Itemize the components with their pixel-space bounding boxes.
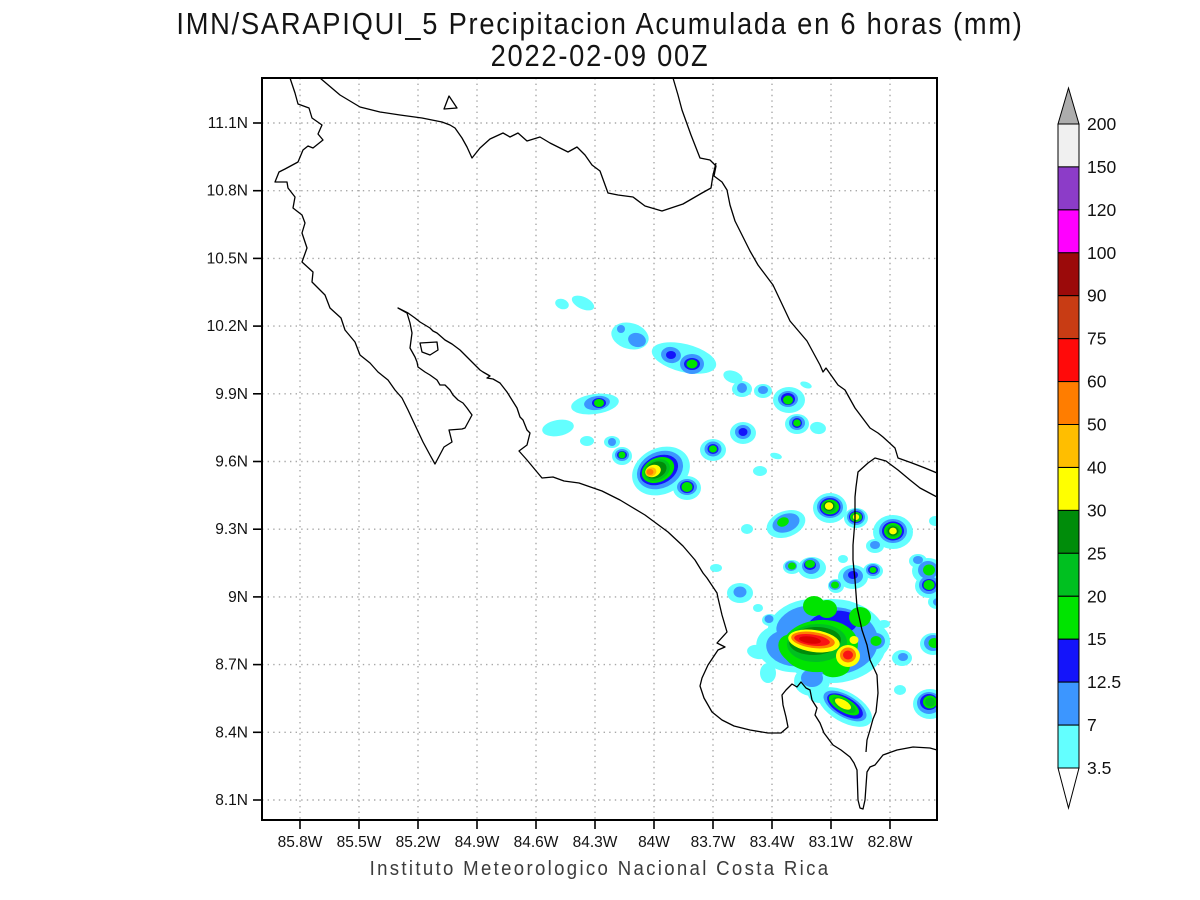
precipitation-blobs (542, 295, 937, 727)
colorbar-label: 90 (1087, 286, 1107, 306)
colorbar-segment (1057, 638, 1080, 683)
colorbar-segment (1057, 681, 1080, 726)
x-axis-label: 84.9W (455, 834, 500, 851)
colorbar-label: 3.5 (1087, 758, 1111, 778)
x-axis-labels: 85.8W 85.5W 85.2W 84.9W 84.6W 84.3W 84W 83.7W 83… (278, 834, 913, 851)
y-axis-label: 9.6N (215, 454, 248, 471)
colorbar-label: 20 (1087, 586, 1107, 606)
y-axis-label: 10.2N (207, 318, 248, 335)
colorbar-label: 75 (1087, 329, 1106, 349)
colorbar-segment (1057, 724, 1080, 769)
colorbar-label: 25 (1087, 543, 1106, 563)
footer-credit: Instituto Meteorologico Nacional Costa R… (369, 858, 831, 880)
colorbar-segment (1057, 295, 1080, 340)
map-title-date: 2022-02-09 00Z (490, 38, 710, 73)
colorbar-segment (1057, 166, 1080, 211)
colorbar-label: 100 (1087, 243, 1116, 263)
colorbar-label: 12.5 (1087, 672, 1121, 692)
x-axis-label: 84.6W (514, 834, 559, 851)
x-axis-label: 85.2W (396, 834, 441, 851)
colorbar-label: 40 (1087, 458, 1107, 478)
colorbar-segment (1057, 123, 1080, 168)
x-axis-label: 83.4W (750, 834, 795, 851)
colorbar-segment (1057, 595, 1080, 640)
colorbar-label: 50 (1087, 415, 1107, 435)
colorbar-label: 150 (1087, 157, 1116, 177)
y-axis-label: 9N (228, 589, 248, 606)
colorbar-under-arrow (1057, 767, 1080, 810)
colorbar-over-arrow (1057, 86, 1080, 125)
colorbar-label: 7 (1087, 715, 1097, 735)
y-axis-label: 9.3N (215, 521, 248, 538)
colorbar-label: 60 (1087, 372, 1107, 392)
colorbar-label: 120 (1087, 200, 1116, 220)
y-axis-label: 10.5N (207, 250, 248, 267)
x-axis-label: 82.8W (868, 834, 913, 851)
colorbar-segment (1057, 467, 1080, 511)
colorbar-segment (1057, 252, 1080, 297)
colorbar-segment (1057, 209, 1080, 254)
y-axis-label: 10.8N (207, 183, 248, 200)
x-axis-label: 84.3W (573, 834, 618, 851)
colorbar-label: 15 (1087, 629, 1106, 649)
x-axis-label: 84W (638, 834, 670, 851)
axis-ticks (253, 122, 891, 829)
colorbar-segment (1057, 338, 1080, 383)
colorbar-segment (1057, 509, 1080, 554)
y-axis-label: 8.7N (215, 657, 248, 674)
colorbar-label: 30 (1087, 500, 1107, 520)
y-axis-label: 8.1N (215, 792, 248, 809)
x-axis-label: 83.7W (691, 834, 736, 851)
colorbar-segment (1057, 552, 1080, 597)
colorbar: 200 150 120 100 90 75 60 50 40 30 25 20 15 12.5 7 3.5 (1057, 86, 1121, 810)
y-axis-labels: 11.1N 10.8N 10.5N 10.2N 9.9N 9.6N 9.3N 9N 8.7N 8.… (207, 115, 248, 809)
y-axis-label: 9.9N (215, 386, 248, 403)
colorbar-segment (1057, 381, 1080, 426)
colorbar-label: 200 (1087, 114, 1116, 134)
coastline (274, 78, 937, 810)
y-axis-label: 8.4N (215, 724, 248, 741)
y-axis-label: 11.1N (208, 115, 248, 132)
map-frame (261, 77, 938, 821)
x-axis-label: 83.1W (809, 834, 854, 851)
x-axis-label: 85.5W (337, 834, 382, 851)
colorbar-segment (1057, 424, 1080, 468)
x-axis-label: 85.8W (278, 834, 323, 851)
map-title: IMN/SARAPIQUI_5 Precipitacion Acumulada … (176, 6, 1024, 41)
